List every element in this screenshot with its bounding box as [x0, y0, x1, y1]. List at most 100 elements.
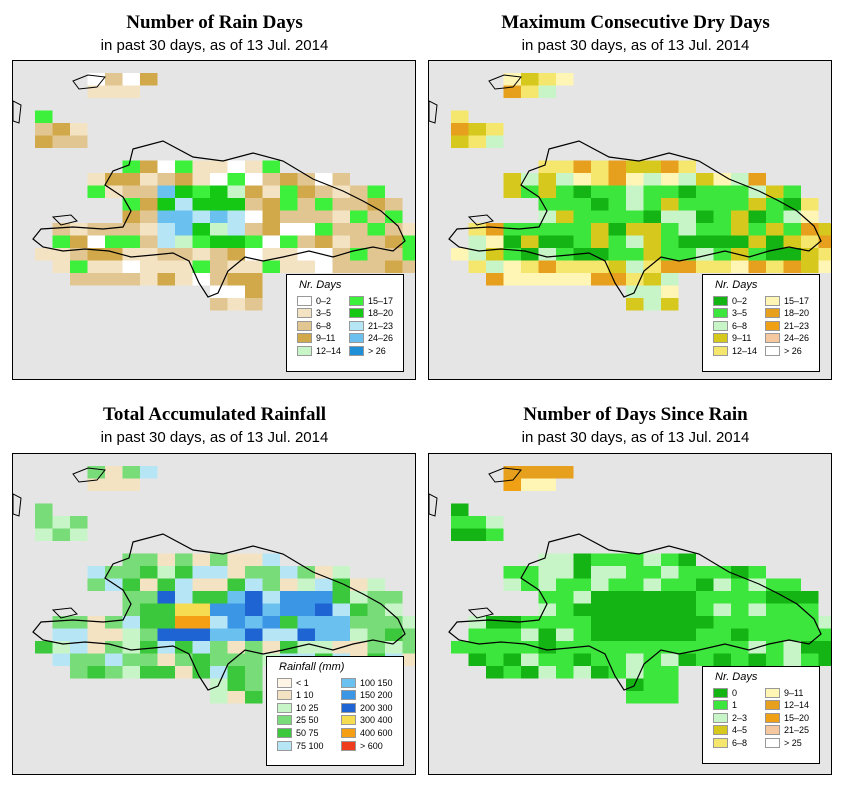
grid-cell [297, 210, 315, 223]
grid-cell [766, 591, 784, 604]
panel-title: Number of Rain Days [126, 12, 303, 33]
grid-cell [503, 616, 521, 629]
grid-cell [227, 578, 245, 591]
grid-cell [280, 185, 298, 198]
grid-cell [591, 248, 609, 261]
grid-cell [122, 478, 140, 491]
grid-cell [486, 516, 504, 529]
legend-item: 21–23 [765, 320, 809, 331]
grid-cell [661, 616, 679, 629]
grid-cell [280, 235, 298, 248]
grid-cell [315, 173, 333, 186]
grid-cell [661, 553, 679, 566]
grid-cell [87, 223, 105, 236]
grid-cell [801, 260, 819, 273]
grid-cell [122, 185, 140, 198]
grid-cell [696, 628, 714, 641]
grid-cell [192, 173, 210, 186]
grid-cell [713, 641, 731, 654]
grid-cell [262, 566, 280, 579]
grid-cell [486, 260, 504, 273]
grid-cell [661, 285, 679, 298]
legend-item: 6–8 [713, 320, 747, 331]
grid-cell [227, 160, 245, 173]
grid-cell [350, 185, 368, 198]
grid-cell [227, 691, 245, 704]
grid-cell [766, 185, 784, 198]
grid-cell [503, 666, 521, 679]
legend-swatch [297, 320, 312, 331]
grid-cell [350, 628, 368, 641]
grid-cell [402, 260, 415, 273]
grid-cell [521, 616, 539, 629]
grid-cell [573, 603, 591, 616]
grid-cell [591, 553, 609, 566]
grid-cell [556, 666, 574, 679]
grid-cell [175, 210, 193, 223]
grid-cell [608, 235, 626, 248]
legend-swatch [277, 677, 292, 688]
grid-cell [280, 260, 298, 273]
grid-cell [818, 248, 831, 261]
grid-cell [713, 578, 731, 591]
grid-cell [573, 578, 591, 591]
grid-cell [626, 198, 644, 211]
grid-cell [402, 616, 415, 629]
grid-cell [818, 628, 831, 641]
grid-cell [245, 160, 263, 173]
legend-swatch [713, 345, 728, 356]
grid-cell [661, 160, 679, 173]
legend-label: > 600 [360, 740, 383, 751]
panel-subtitle: in past 30 days, as of 13 Jul. 2014 [100, 37, 329, 54]
legend-swatch [713, 295, 728, 306]
grid-cell [157, 173, 175, 186]
legend-item: 300 400 [341, 715, 393, 726]
grid-cell [486, 528, 504, 541]
grid-cell [52, 528, 70, 541]
grid-cell [661, 235, 679, 248]
legend-swatch [341, 715, 356, 726]
grid-cell [192, 223, 210, 236]
grid-cell [696, 185, 714, 198]
grid-cell [122, 160, 140, 173]
grid-cell [262, 185, 280, 198]
grid-cell [385, 260, 403, 273]
grid-cell [245, 566, 263, 579]
grid-cell [538, 478, 556, 491]
grid-cell [175, 235, 193, 248]
grid-cell [521, 173, 539, 186]
grid-cell [626, 641, 644, 654]
grid-cell [556, 273, 574, 286]
legend-item: 21–25 [765, 725, 809, 736]
grid-cell [385, 210, 403, 223]
grid-cell [486, 235, 504, 248]
grid-cell [626, 185, 644, 198]
legend-swatch [297, 308, 312, 319]
grid-cell [608, 578, 626, 591]
grid-cell [227, 616, 245, 629]
legend-label: 9–11 [732, 333, 752, 344]
grid-cell [175, 616, 193, 629]
grid-cell [140, 173, 158, 186]
grid-cell [402, 235, 415, 248]
grid-cell [315, 223, 333, 236]
grid-cell [210, 628, 228, 641]
grid-cell [35, 248, 53, 261]
grid-cell [608, 173, 626, 186]
grid-cell [157, 210, 175, 223]
grid-cell [105, 466, 123, 479]
grid-cell [245, 260, 263, 273]
grid-cell [192, 160, 210, 173]
legend-item: 1 [713, 700, 737, 711]
grid-cell [70, 528, 88, 541]
legend-item: 150 200 [341, 690, 393, 701]
grid-cell [332, 235, 350, 248]
legend-swatch [765, 320, 780, 331]
grid-cell [210, 160, 228, 173]
grid-cell [748, 566, 766, 579]
grid-cell [175, 641, 193, 654]
grid-cell [315, 260, 333, 273]
grid-cell [52, 123, 70, 136]
grid-cell [608, 223, 626, 236]
grid-cell [157, 566, 175, 579]
